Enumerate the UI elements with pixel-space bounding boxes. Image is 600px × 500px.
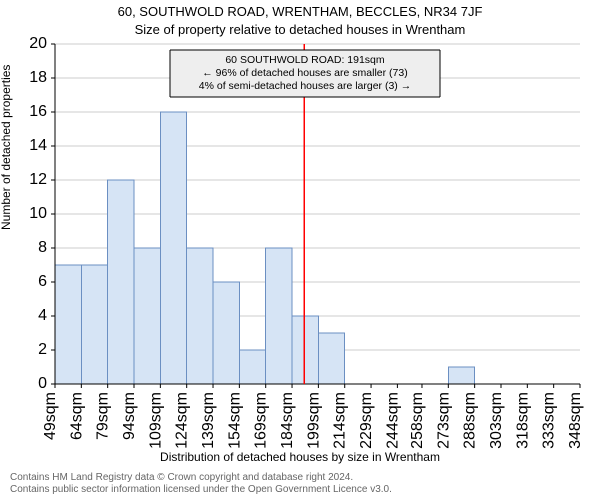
x-tick-label: 79sqm bbox=[95, 392, 112, 440]
chart-subtitle: Size of property relative to detached ho… bbox=[0, 22, 600, 37]
x-tick-label: 258sqm bbox=[409, 392, 426, 449]
plot-area: 0246810121416182049sqm64sqm79sqm94sqm109… bbox=[55, 44, 580, 384]
x-tick-label: 169sqm bbox=[253, 392, 270, 449]
histogram-bar bbox=[108, 180, 134, 384]
y-tick-label: 18 bbox=[29, 69, 47, 86]
histogram-bar bbox=[213, 282, 239, 384]
x-tick-label: 318sqm bbox=[514, 392, 531, 449]
x-tick-label: 49sqm bbox=[42, 392, 59, 440]
histogram-bar bbox=[81, 265, 107, 384]
x-tick-label: 348sqm bbox=[567, 392, 584, 449]
x-tick-label: 214sqm bbox=[332, 392, 349, 449]
x-tick-label: 154sqm bbox=[226, 392, 243, 449]
y-tick-label: 2 bbox=[38, 341, 47, 358]
annotation-line: 4% of semi-detached houses are larger (3… bbox=[199, 80, 411, 92]
x-tick-label: 303sqm bbox=[488, 392, 505, 449]
annotation-line: ← 96% of detached houses are smaller (73… bbox=[202, 67, 407, 79]
x-tick-label: 333sqm bbox=[541, 392, 558, 449]
x-tick-label: 199sqm bbox=[305, 392, 322, 449]
histogram-bar bbox=[239, 350, 265, 384]
histogram-svg: 0246810121416182049sqm64sqm79sqm94sqm109… bbox=[55, 44, 580, 384]
footer-line-1: Contains HM Land Registry data © Crown c… bbox=[10, 472, 590, 484]
x-tick-label: 184sqm bbox=[279, 392, 296, 449]
x-tick-label: 244sqm bbox=[384, 392, 401, 449]
histogram-bar bbox=[55, 265, 81, 384]
y-tick-label: 14 bbox=[29, 137, 47, 154]
histogram-bar bbox=[134, 248, 160, 384]
footer-line-2: Contains public sector information licen… bbox=[10, 484, 590, 496]
histogram-bar bbox=[266, 248, 292, 384]
y-axis-label: Number of detached properties bbox=[0, 65, 13, 230]
x-tick-label: 139sqm bbox=[200, 392, 217, 449]
x-axis-label: Distribution of detached houses by size … bbox=[0, 450, 600, 464]
histogram-bar bbox=[318, 333, 344, 384]
y-tick-label: 4 bbox=[38, 307, 47, 324]
y-tick-label: 10 bbox=[29, 205, 47, 222]
annotation-line: 60 SOUTHWOLD ROAD: 191sqm bbox=[225, 54, 385, 66]
x-tick-label: 94sqm bbox=[121, 392, 138, 440]
x-tick-label: 229sqm bbox=[358, 392, 375, 449]
histogram-bar bbox=[160, 112, 186, 384]
y-tick-label: 8 bbox=[38, 239, 47, 256]
chart-container: 60, SOUTHWOLD ROAD, WRENTHAM, BECCLES, N… bbox=[0, 0, 600, 500]
x-tick-label: 109sqm bbox=[147, 392, 164, 449]
histogram-bar bbox=[187, 248, 213, 384]
page-title: 60, SOUTHWOLD ROAD, WRENTHAM, BECCLES, N… bbox=[0, 4, 600, 19]
y-tick-label: 6 bbox=[38, 273, 47, 290]
y-tick-label: 12 bbox=[29, 171, 47, 188]
x-tick-label: 124sqm bbox=[174, 392, 191, 449]
x-tick-label: 288sqm bbox=[462, 392, 479, 449]
x-tick-label: 273sqm bbox=[435, 392, 452, 449]
histogram-bar bbox=[448, 367, 474, 384]
y-tick-label: 20 bbox=[29, 35, 47, 52]
histogram-bar bbox=[292, 316, 318, 384]
x-tick-label: 64sqm bbox=[68, 392, 85, 440]
y-tick-label: 0 bbox=[38, 375, 47, 392]
y-tick-label: 16 bbox=[29, 103, 47, 120]
